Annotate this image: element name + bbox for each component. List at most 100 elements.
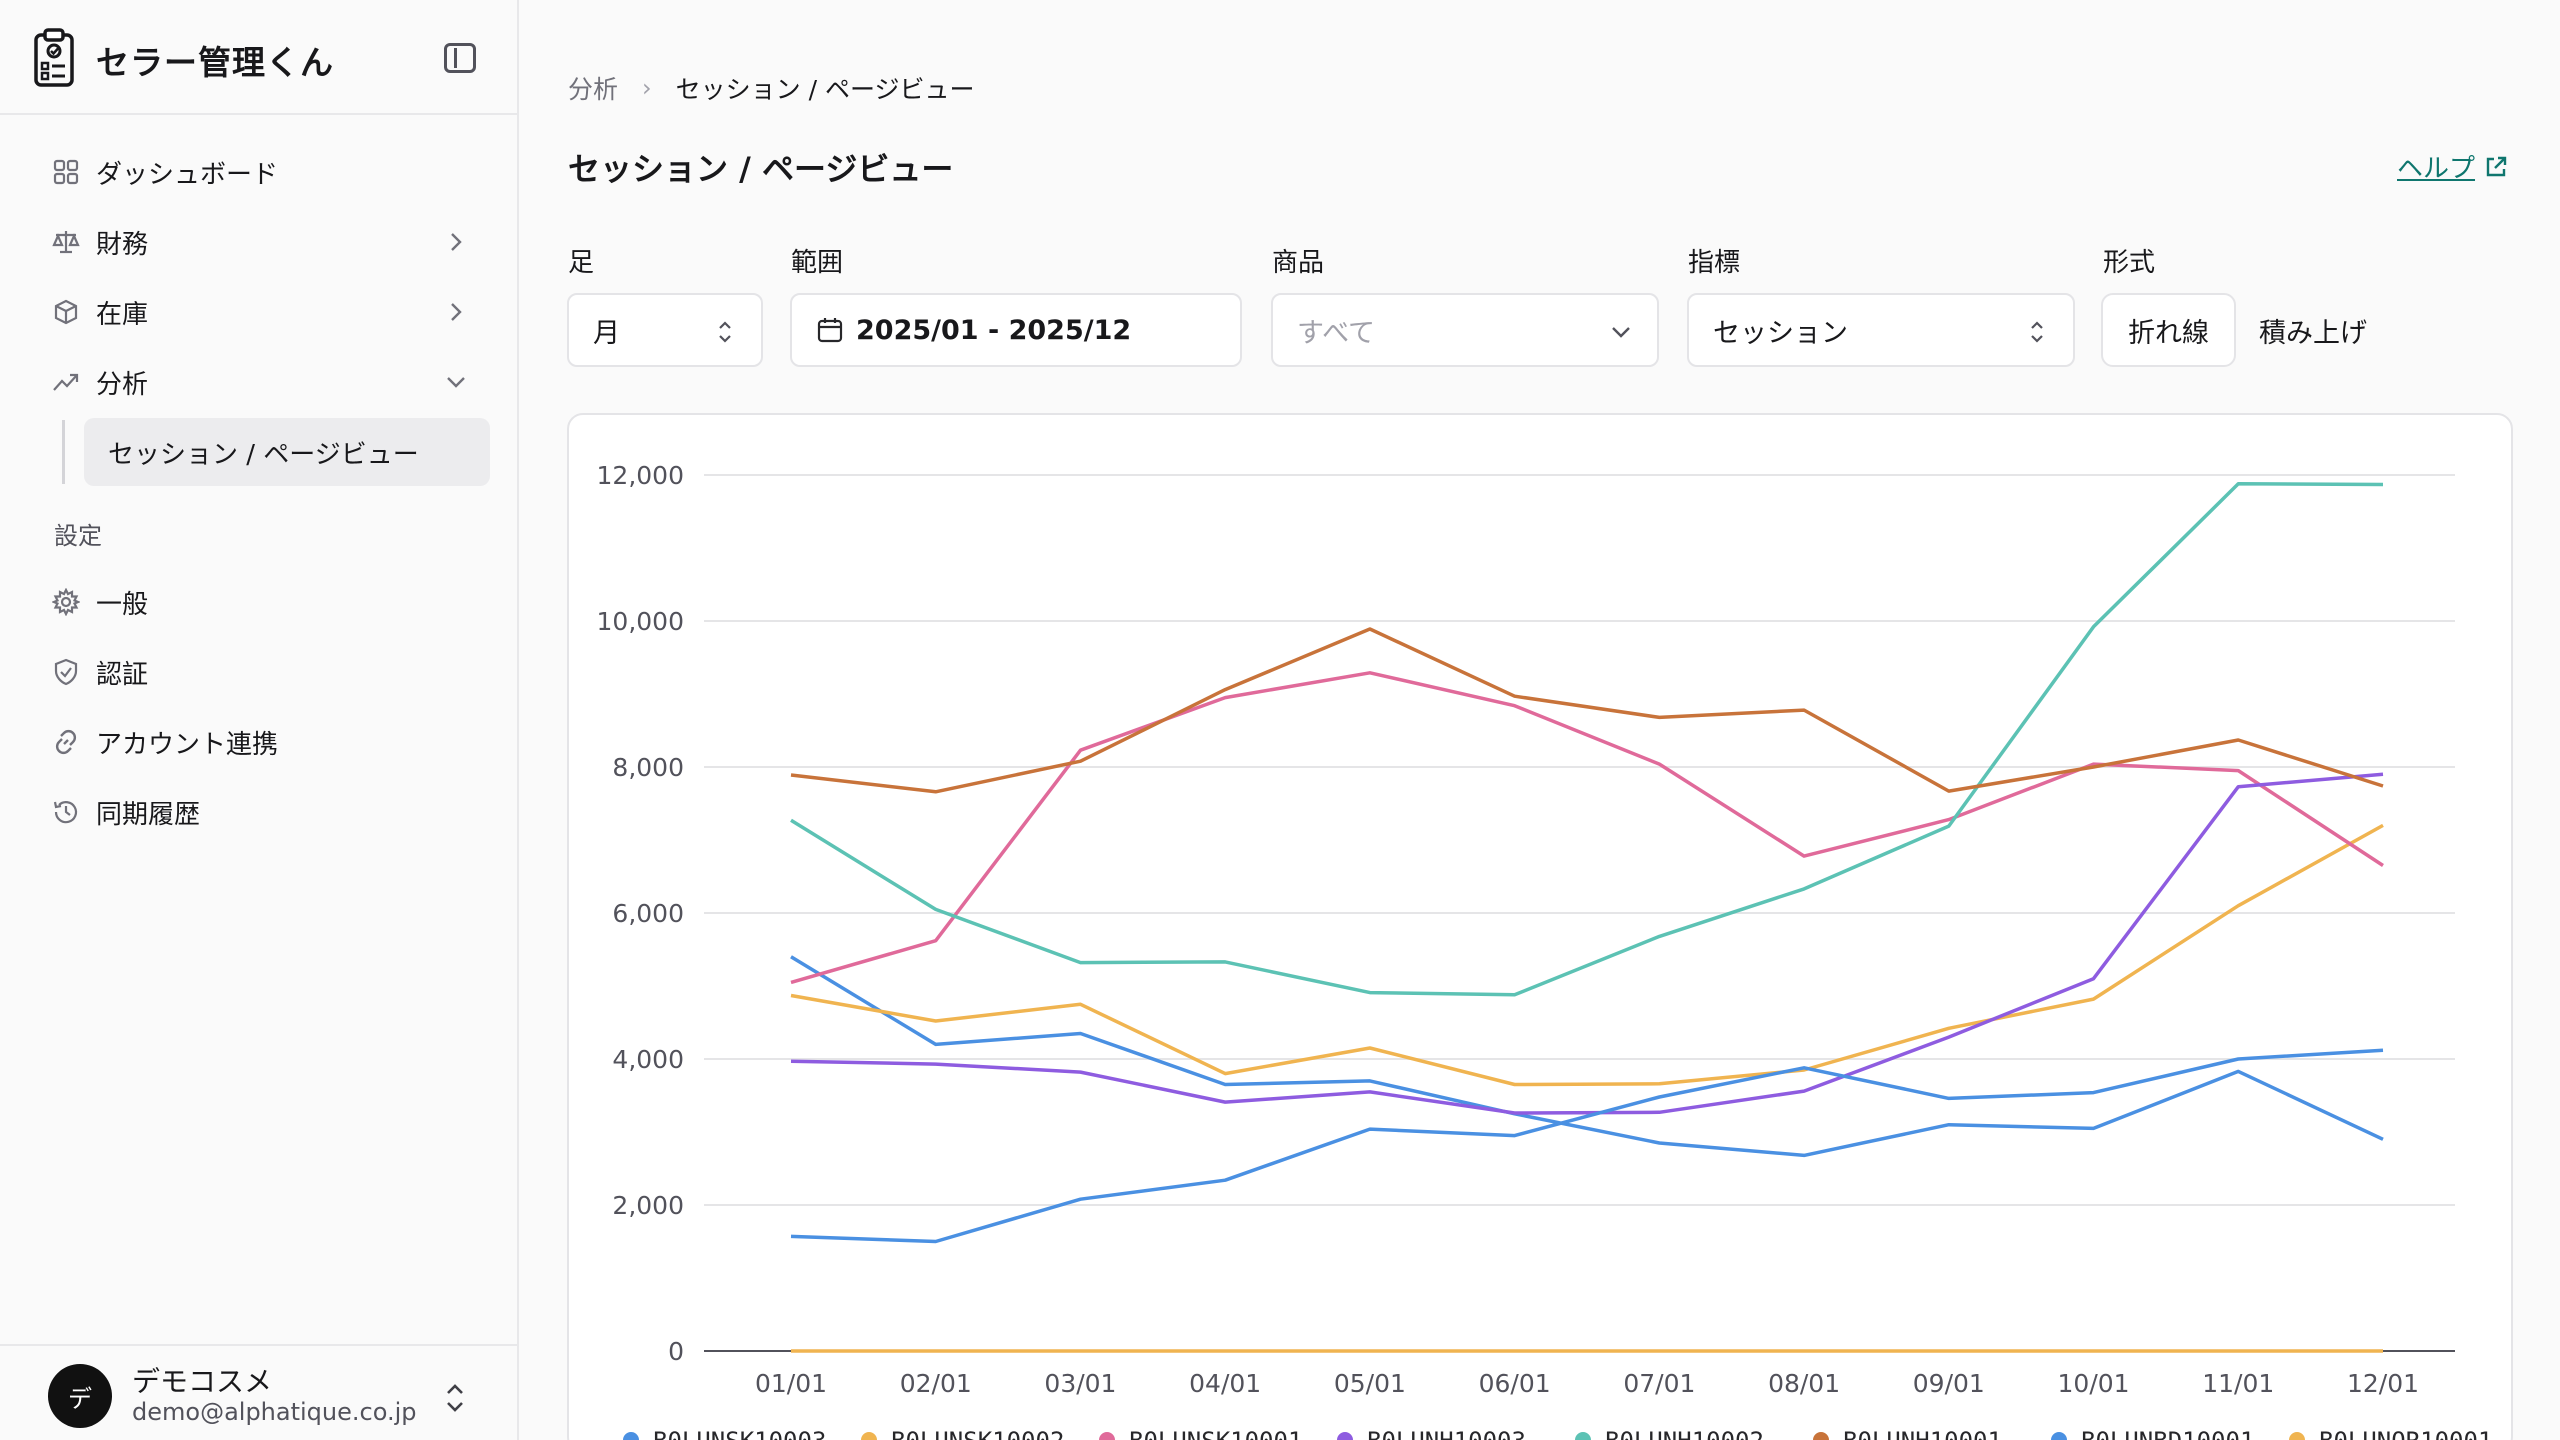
sidebar-item-label: 同期履歴	[96, 799, 201, 830]
chevron-down-icon	[447, 377, 465, 388]
gear-icon	[40, 588, 96, 616]
avatar: デ	[48, 1364, 112, 1428]
sidebar-item-auth[interactable]: 認証	[40, 644, 490, 700]
legend-label: B0LUNOR10001	[2319, 1427, 2492, 1440]
format-option-stacked[interactable]: 積み上げ	[2259, 317, 2367, 349]
legend-swatch	[1575, 1432, 1591, 1440]
chevron-updown-icon	[447, 1384, 463, 1412]
step-select[interactable]: 月	[567, 293, 763, 367]
sidebar-item-label: 分析	[96, 369, 149, 400]
user-email: demo@alphatique.co.jp	[132, 1398, 417, 1426]
metric-select[interactable]: セッション	[1687, 293, 2075, 367]
chart-card: 0 2,000 4,000 6,000 8,000 10,000 12,000 01/01 02…	[567, 413, 2513, 1440]
calendar-icon	[817, 318, 843, 343]
line-chart: 0 2,000 4,000 6,000 8,000 10,000 12,000 01/01 02…	[597, 461, 2492, 1440]
sidebar-item-sync-history[interactable]: 同期履歴	[40, 784, 490, 840]
user-name: デモコスメ	[132, 1365, 273, 1398]
step-value: 月	[593, 317, 620, 349]
sidebar-item-label: ダッシュボード	[96, 159, 279, 190]
series-line	[790, 482, 2384, 997]
range-picker[interactable]: 2025/01 - 2025/12	[790, 293, 1242, 367]
series-line	[790, 627, 2384, 794]
legend-swatch	[861, 1432, 877, 1440]
brand: セラー管理くん	[0, 0, 517, 115]
x-tick-label: 07/01	[1623, 1369, 1695, 1398]
x-tick-label: 12/01	[2347, 1369, 2419, 1398]
format-option-line[interactable]: 折れ線	[2101, 293, 2236, 367]
legend-label: B0LUNH10003	[1367, 1427, 1526, 1440]
sidebar-item-label: 財務	[96, 229, 149, 260]
legend-swatch	[2289, 1432, 2305, 1440]
legend-swatch	[623, 1432, 639, 1440]
app-name: セラー管理くん	[96, 43, 334, 82]
series-line	[790, 772, 2384, 1115]
breadcrumb-parent[interactable]: 分析	[568, 75, 619, 104]
y-tick-label: 8,000	[612, 753, 684, 782]
legend-swatch	[2051, 1432, 2067, 1440]
filter-label-product: 商品	[1272, 248, 1325, 278]
sidebar: セラー管理くん ダッシュボード 財務 在庫 分析 セッション / ページビュー …	[0, 0, 519, 1440]
user-menu[interactable]: デ デモコスメ demo@alphatique.co.jp	[0, 1344, 517, 1440]
sidebar-toggle-icon[interactable]	[444, 43, 476, 73]
submenu-rail	[62, 420, 65, 484]
legend-swatch	[1337, 1432, 1353, 1440]
chevron-updown-icon	[719, 321, 731, 343]
sidebar-item-finance[interactable]: 財務	[40, 214, 490, 270]
sidebar-item-label: 認証	[96, 659, 149, 690]
sidebar-item-account-link[interactable]: アカウント連携	[40, 714, 490, 770]
x-tick-label: 02/01	[900, 1369, 972, 1398]
legend-label: B0LUNSK10003	[653, 1427, 826, 1440]
breadcrumb: 分析 › セッション / ページビュー	[568, 70, 974, 106]
y-tick-label: 2,000	[612, 1191, 684, 1220]
series-line	[790, 671, 2384, 985]
filter-label-range: 範囲	[791, 248, 844, 278]
x-tick-label: 10/01	[2058, 1369, 2130, 1398]
link-icon	[40, 728, 96, 756]
x-tick-label: 09/01	[1913, 1369, 1985, 1398]
shield-icon	[40, 658, 96, 686]
sidebar-item-label: 一般	[96, 589, 149, 620]
sidebar-item-dashboard[interactable]: ダッシュボード	[40, 144, 490, 200]
chevron-down-icon	[1612, 327, 1630, 338]
help-link[interactable]: ヘルプ	[2397, 148, 2509, 185]
range-value: 2025/01 - 2025/12	[856, 314, 1132, 346]
box-icon	[40, 298, 96, 326]
y-tick-label: 4,000	[612, 1045, 684, 1074]
product-select[interactable]: すべて	[1271, 293, 1659, 367]
section-label-settings: 設定	[54, 522, 102, 550]
grid-icon	[40, 158, 96, 186]
series-line	[790, 955, 2384, 1158]
legend-swatch	[1813, 1432, 1829, 1440]
page-title: セッション / ページビュー	[568, 150, 954, 188]
x-tick-label: 11/01	[2202, 1369, 2274, 1398]
sidebar-subitem-sessions[interactable]: セッション / ページビュー	[84, 418, 490, 486]
filter-label-metric: 指標	[1688, 248, 1741, 278]
sidebar-item-general[interactable]: 一般	[40, 574, 490, 630]
chevron-right-icon	[451, 303, 462, 321]
x-tick-label: 01/01	[755, 1369, 827, 1398]
scale-icon	[40, 228, 96, 256]
chevron-updown-icon	[2031, 321, 2043, 343]
y-tick-label: 0	[668, 1337, 684, 1366]
sidebar-item-inventory[interactable]: 在庫	[40, 284, 490, 340]
chevron-right-icon: ›	[642, 74, 652, 102]
filter-label-step: 足	[568, 248, 595, 278]
help-link-label: ヘルプ	[2397, 154, 2476, 184]
filter-label-format: 形式	[2103, 248, 2156, 278]
sidebar-item-analytics[interactable]: 分析	[40, 354, 490, 410]
legend-label: B0LUNSK10001	[1129, 1427, 1302, 1440]
main-content: 分析 › セッション / ページビュー セッション / ページビュー ヘルプ 足…	[521, 0, 2560, 1440]
y-tick-label: 6,000	[612, 899, 684, 928]
history-icon	[40, 798, 96, 826]
legend-label: B0LUNBD10001	[2081, 1427, 2254, 1440]
x-tick-label: 05/01	[1334, 1369, 1406, 1398]
x-tick-label: 08/01	[1768, 1369, 1840, 1398]
product-placeholder: すべて	[1297, 317, 1376, 349]
clipboard-icon	[34, 28, 74, 87]
x-tick-label: 06/01	[1479, 1369, 1551, 1398]
external-link-icon	[2486, 156, 2507, 176]
trend-icon	[40, 368, 96, 396]
legend-label: B0LUNH10002	[1605, 1427, 1764, 1440]
legend-label: B0LUNSK10002	[891, 1427, 1064, 1440]
chevron-right-icon	[451, 233, 462, 251]
